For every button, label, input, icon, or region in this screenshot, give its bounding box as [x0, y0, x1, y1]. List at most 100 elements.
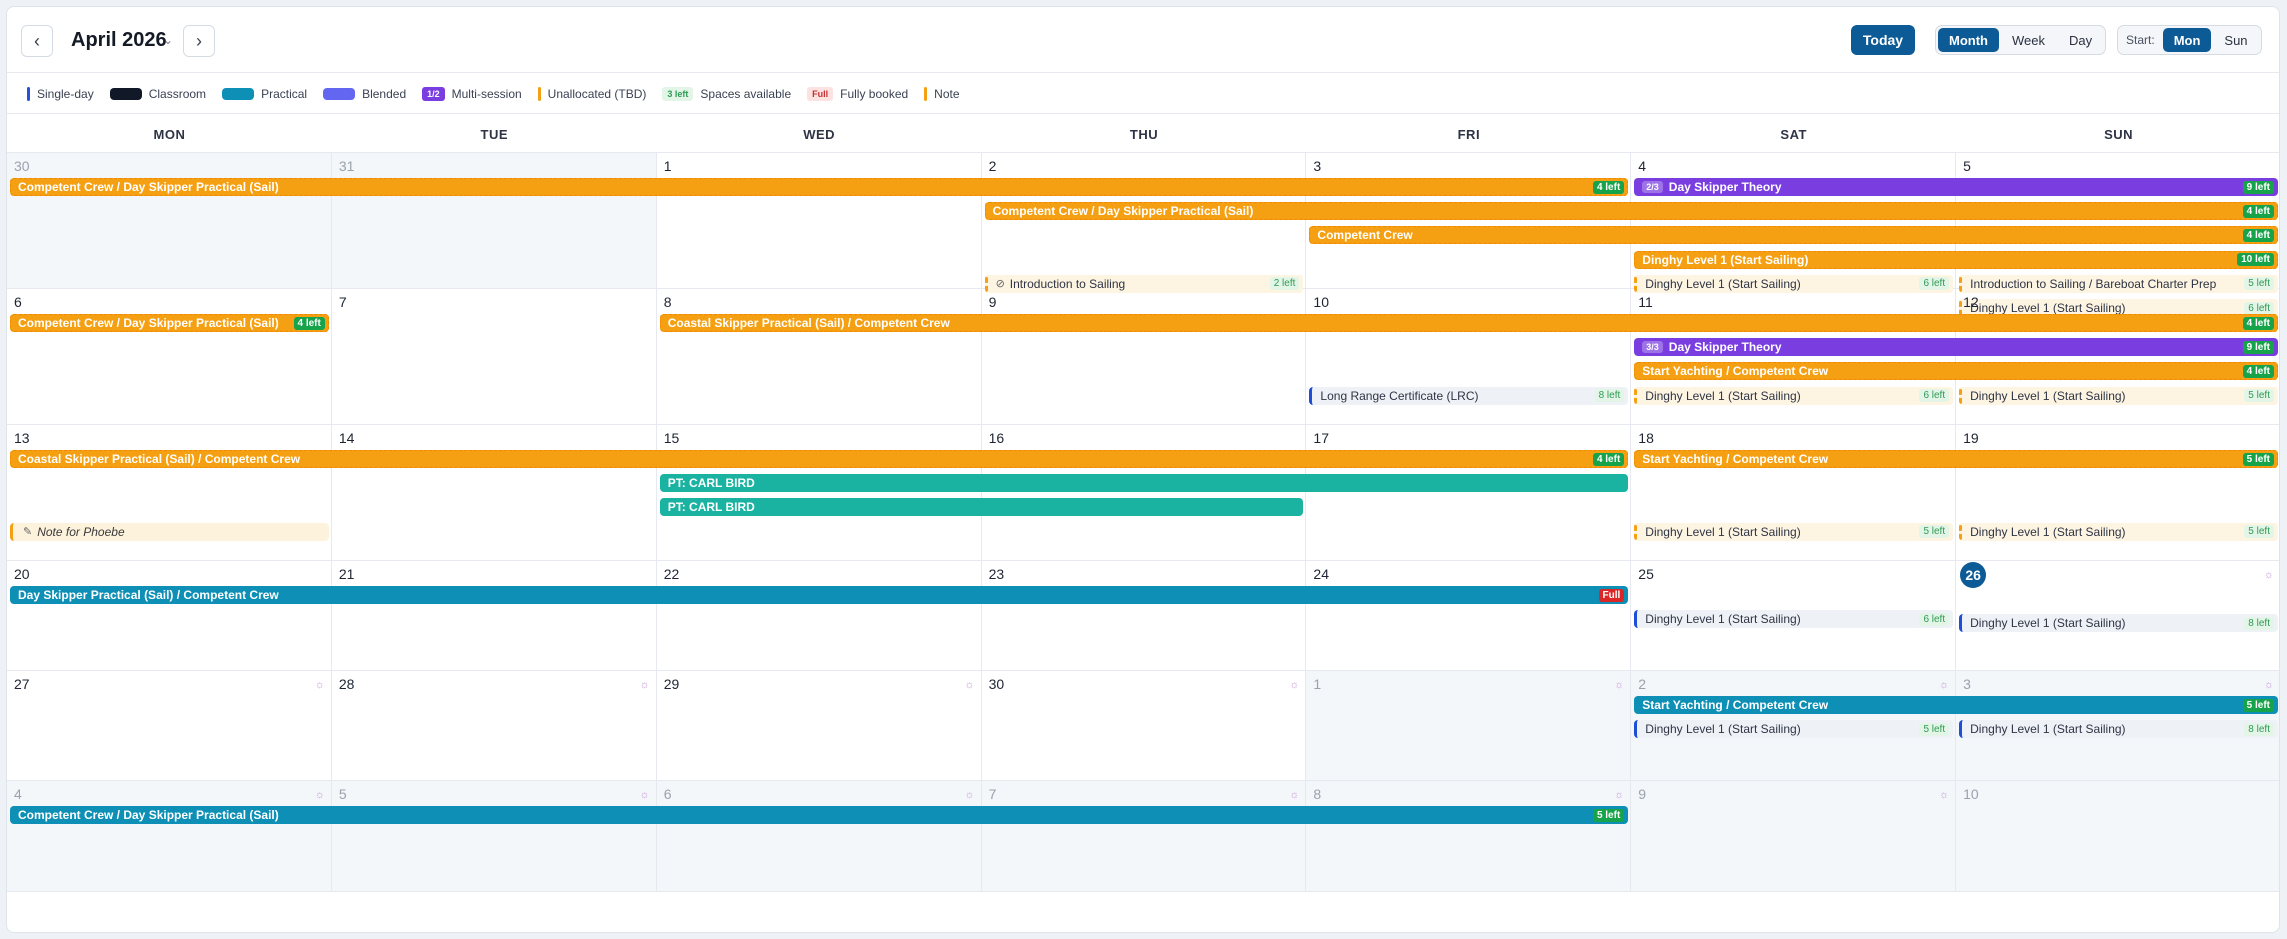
day-cell[interactable]: 10	[1306, 289, 1632, 425]
event-bar[interactable]: Start Yachting / Competent Crew 4 left	[1634, 362, 2278, 381]
day-cell[interactable]: 23	[981, 561, 1307, 671]
day-cell[interactable]: 26 ☼	[1956, 561, 2279, 671]
event-bar[interactable]: Introduction to Sailing / Bareboat Chart…	[1959, 274, 2278, 293]
calendar-note[interactable]: ✎ Note for Phoebe	[10, 522, 329, 541]
day-cell[interactable]: 28 ☼	[331, 671, 657, 781]
event-bar[interactable]: ⊘ Introduction to Sailing 2 left	[984, 274, 1304, 293]
event-bar[interactable]: Competent Crew / Day Skipper Practical (…	[10, 178, 1629, 196]
event-bar[interactable]: Dinghy Level 1 (Start Sailing) 6 left	[1634, 610, 1954, 629]
legend-item: 1/2 Multi-session	[422, 86, 522, 101]
day-cell[interactable]: 3	[1306, 153, 1632, 289]
event-bar[interactable]: Dinghy Level 1 (Start Sailing) 8 left	[1959, 614, 2278, 633]
event-bar[interactable]: PT: CARL BIRD	[659, 498, 1304, 517]
event-bar[interactable]: 3/3 Day Skipper Theory 9 left	[1634, 338, 2278, 357]
day-cell[interactable]: 5 ☼	[331, 781, 657, 892]
day-cell[interactable]: 30	[7, 153, 332, 289]
weekday-mon: MON	[153, 126, 186, 142]
day-cell[interactable]: 15	[656, 425, 982, 561]
day-cell[interactable]: 31	[331, 153, 657, 289]
day-cell[interactable]: 27 ☼	[7, 671, 332, 781]
day-cell[interactable]: 22	[656, 561, 982, 671]
chevron-down-icon[interactable]: ⌄	[163, 33, 174, 47]
day-cell[interactable]: 5	[1956, 153, 2279, 289]
event-bar[interactable]: Start Yachting / Competent Crew 5 left	[1634, 696, 2278, 714]
day-cell[interactable]: 16	[981, 425, 1307, 561]
next-month-button[interactable]: ›	[183, 25, 215, 57]
day-cell[interactable]: 19	[1956, 425, 2279, 561]
day-cell[interactable]: 24	[1306, 561, 1632, 671]
day-cell[interactable]: 25	[1631, 561, 1957, 671]
calendar-app: ‹ April 2026 ⌄ › Today Month Week Day St…	[6, 6, 2280, 933]
event-bar[interactable]: Dinghy Level 1 (Start Sailing) 5 left	[1634, 720, 1954, 739]
event-bar[interactable]: Day Skipper Practical (Sail) / Competent…	[10, 586, 1629, 604]
event-bar[interactable]: PT: CARL BIRD	[659, 474, 1629, 493]
event-bar[interactable]: Long Range Certificate (LRC) 8 left	[1309, 386, 1629, 405]
event-bar[interactable]: Competent Crew 4 left	[1309, 226, 2278, 245]
day-cell[interactable]: 30 ☼	[981, 671, 1307, 781]
day-cell[interactable]: 6	[7, 289, 332, 425]
legend-swatch	[537, 86, 541, 101]
event-title: Dinghy Level 1 (Start Sailing)	[1645, 388, 1801, 403]
day-cell[interactable]: 21	[331, 561, 657, 671]
event-bar[interactable]: Dinghy Level 1 (Start Sailing) 5 left	[1634, 522, 1954, 541]
event-bar[interactable]: Dinghy Level 1 (Start Sailing) 10 left	[1634, 250, 2278, 269]
event-bar[interactable]: 2/3 Day Skipper Theory 9 left	[1634, 178, 2278, 196]
day-cell[interactable]: 9	[981, 289, 1307, 425]
day-number: 1	[1313, 676, 1322, 692]
day-number: 13	[14, 430, 30, 446]
day-cell[interactable]: 1	[656, 153, 982, 289]
day-cell[interactable]: 12	[1956, 289, 2279, 425]
prev-month-button[interactable]: ‹	[21, 25, 53, 57]
session-badge: 3/3	[1642, 341, 1663, 354]
day-cell[interactable]: 13	[7, 425, 332, 561]
day-cell[interactable]: 14	[331, 425, 657, 561]
event-bar[interactable]: Coastal Skipper Practical (Sail) / Compe…	[659, 314, 2278, 332]
day-number: 23	[988, 566, 1005, 582]
day-cell[interactable]: 7 ☼	[981, 781, 1307, 892]
day-number: 18	[1638, 430, 1654, 446]
event-bar[interactable]: Competent Crew / Day Skipper Practical (…	[10, 806, 1629, 824]
day-cell[interactable]: 8 ☼	[1306, 781, 1632, 892]
event-title: Start Yachting / Competent Crew	[1642, 452, 1829, 466]
start-sun-button[interactable]: Sun	[2224, 32, 2248, 48]
start-mon-button[interactable]: Mon	[2162, 28, 2212, 52]
day-cell[interactable]: 7	[331, 289, 657, 425]
legend-label: Blended	[362, 86, 407, 101]
day-number: 16	[988, 430, 1005, 446]
day-number: 5	[338, 786, 347, 802]
month-title[interactable]: April 2026	[71, 29, 167, 51]
event-bar[interactable]: Start Yachting / Competent Crew 5 left	[1634, 450, 2278, 468]
view-week-button[interactable]: Week	[2011, 32, 2045, 48]
view-day-button[interactable]: Day	[2068, 32, 2093, 48]
day-cell[interactable]: 9 ☼	[1631, 781, 1957, 892]
view-month-button[interactable]: Month	[1938, 28, 1999, 52]
event-bar[interactable]: Dinghy Level 1 (Start Sailing) 6 left	[1634, 386, 1954, 405]
day-cell[interactable]: 1 ☼	[1306, 671, 1632, 781]
event-bar[interactable]: Dinghy Level 1 (Start Sailing) 5 left	[1959, 522, 2278, 541]
event-bar[interactable]: Coastal Skipper Practical (Sail) / Compe…	[10, 450, 1629, 468]
day-cell[interactable]: 20	[7, 561, 332, 671]
day-cell[interactable]: 17	[1306, 425, 1632, 561]
event-title: Dinghy Level 1 (Start Sailing)	[1970, 388, 2126, 403]
today-button[interactable]: Today	[1851, 25, 1915, 55]
day-number: 4	[1638, 158, 1647, 174]
event-bar[interactable]: Dinghy Level 1 (Start Sailing) 5 left	[1959, 386, 2278, 405]
event-bar[interactable]: Dinghy Level 1 (Start Sailing) 8 left	[1959, 720, 2278, 739]
event-bar[interactable]: Dinghy Level 1 (Start Sailing) 6 left	[1634, 274, 1954, 293]
legend-item: Full Fully booked	[807, 86, 908, 101]
day-cell[interactable]: 4 ☼	[7, 781, 332, 892]
day-cell[interactable]: 18	[1631, 425, 1957, 561]
day-cell[interactable]: 4	[1631, 153, 1957, 289]
day-cell[interactable]: 2	[981, 153, 1307, 289]
day-cell[interactable]: 11	[1631, 289, 1957, 425]
event-bar[interactable]: Competent Crew / Day Skipper Practical (…	[984, 202, 2278, 221]
event-bar[interactable]: Dinghy Level 1 (Start Sailing) 6 left	[1959, 299, 2278, 317]
availability-badge: 10 left	[2237, 253, 2274, 267]
day-cell[interactable]: 10	[1956, 781, 2279, 892]
day-cell[interactable]: 8	[656, 289, 982, 425]
event-bar[interactable]: Competent Crew / Day Skipper Practical (…	[10, 314, 329, 332]
day-cell[interactable]: 6 ☼	[656, 781, 982, 892]
legend-item: Blended	[323, 87, 406, 101]
day-cell[interactable]: 29 ☼	[656, 671, 982, 781]
availability-badge: 5 left	[2242, 452, 2274, 466]
